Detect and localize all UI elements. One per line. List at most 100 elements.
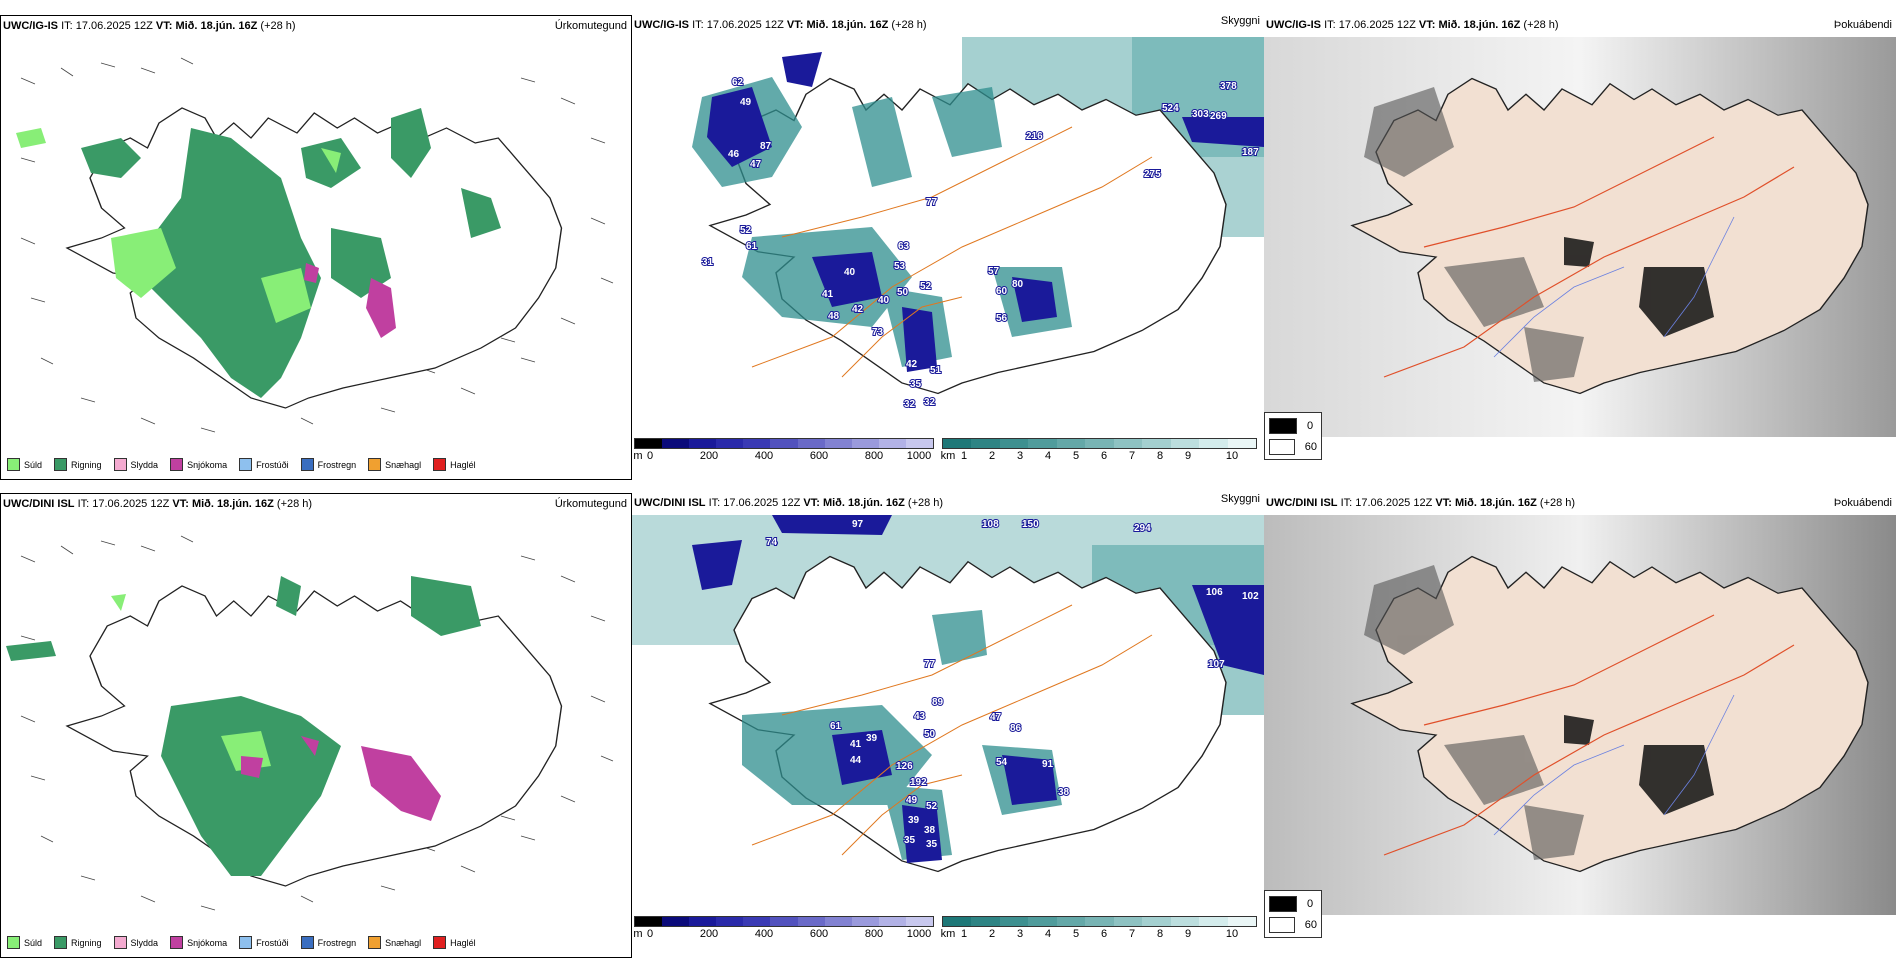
cbar-tick: 10: [1225, 450, 1239, 462]
visibility-map: 62 49 87 47 46 52 61 31 40 41 53 50 52 4…: [692, 37, 1264, 411]
legend-item: Frostregn: [300, 458, 356, 471]
panel-title: Skyggni: [1220, 15, 1260, 27]
cbar-unit: km: [940, 928, 956, 940]
ceiling-label: 87: [760, 141, 772, 152]
panel-header: UWC/IG-IS IT: 17.06.2025 12Z VT: Mið. 18…: [3, 20, 296, 32]
wind-barbs: [20, 535, 614, 911]
fog-legend-value: 0: [1307, 898, 1314, 910]
ceiling-label: 56: [996, 313, 1008, 324]
cbar-tick: 0: [646, 450, 654, 462]
ceiling-label: 51: [930, 365, 942, 376]
ceiling-label: 40: [844, 267, 856, 278]
ceiling-label: 102: [1242, 591, 1259, 602]
ceiling-label: 192: [910, 777, 927, 788]
panel-header: UWC/IG-IS IT: 17.06.2025 12Z VT: Mið. 18…: [634, 19, 927, 31]
ceiling-label: 61: [830, 721, 842, 732]
ceiling-label: 42: [906, 359, 918, 370]
cbar-tick: 1: [960, 928, 968, 940]
fog-index-map: [1264, 37, 1896, 437]
fog-legend: 0 60: [1264, 412, 1322, 460]
legend-item: Slydda: [113, 936, 158, 949]
ceiling-label: 54: [996, 757, 1008, 768]
precip-legend: Súld Rigning Slydda Snjókoma Frostúði Fr…: [7, 458, 476, 471]
ceiling-label: 97: [852, 519, 864, 530]
ceiling-label: 47: [750, 159, 762, 170]
panel-fog-index-row2: UWC/DINI ISL IT: 17.06.2025 12Z VT: Mið.…: [1264, 493, 1896, 958]
visibility-map: 97 108 150 294 74 106 102 107 77 89 61 3…: [632, 515, 1264, 873]
legend-item: Haglél: [433, 458, 476, 471]
precip-type-map: [6, 535, 614, 911]
ceiling-label: 63: [898, 241, 910, 252]
ceiling-label: 187: [1242, 147, 1259, 158]
cbar-tick: 200: [699, 450, 719, 462]
ceiling-label: 77: [926, 197, 938, 208]
visibility-colorbar: km 1 2 3 4 5 6 7 8 9 10: [940, 916, 1257, 941]
ceiling-label: 61: [746, 241, 758, 252]
ceiling-label: 126: [896, 761, 913, 772]
cbar-tick: 200: [699, 928, 719, 940]
ceiling-label: 42: [852, 304, 864, 315]
ceiling-label: 49: [740, 97, 752, 108]
cbar-unit: km: [940, 450, 956, 462]
legend-item: Rigning: [54, 458, 102, 471]
ceiling-label: 216: [1026, 131, 1043, 142]
panel-visibility-row2: UWC/DINI ISL IT: 17.06.2025 12Z VT: Mið.…: [632, 493, 1264, 958]
ceiling-label: 89: [932, 697, 944, 708]
ceiling-label: 57: [988, 266, 1000, 277]
legend-item: Snæhagl: [368, 936, 421, 949]
panel-title: Þokuábendi: [1833, 497, 1892, 509]
legend-item: Snæhagl: [368, 458, 421, 471]
ceiling-label: 60: [996, 286, 1008, 297]
ceiling-label: 524: [1162, 103, 1179, 114]
cbar-tick: 1: [960, 450, 968, 462]
cbar-tick: 5: [1072, 450, 1080, 462]
cbar-tick: 3: [1016, 928, 1024, 940]
ceiling-label: 50: [897, 287, 909, 298]
ceiling-label: 86: [1010, 723, 1022, 734]
ceiling-label: 150: [1022, 519, 1039, 530]
cbar-tick: 0: [646, 928, 654, 940]
cbar-tick: 3: [1016, 450, 1024, 462]
cbar-tick: 5: [1072, 928, 1080, 940]
ceiling-strip: [634, 916, 934, 927]
ceiling-strip: [634, 438, 934, 449]
cbar-tick: 7: [1128, 450, 1136, 462]
ceiling-label: 41: [822, 289, 834, 300]
fog-legend-value: 0: [1307, 420, 1314, 432]
ceiling-label: 106: [1206, 587, 1223, 598]
snow-areas: [241, 736, 441, 821]
legend-item: Frostregn: [300, 936, 356, 949]
fog-shading: [1364, 565, 1584, 860]
panel-visibility-row1: UWC/IG-IS IT: 17.06.2025 12Z VT: Mið. 18…: [632, 15, 1264, 480]
ceiling-label: 275: [1144, 169, 1161, 180]
legend-item: Haglél: [433, 936, 476, 949]
cbar-tick: 600: [809, 450, 829, 462]
panel-precip-type-row1: UWC/IG-IS IT: 17.06.2025 12Z VT: Mið. 18…: [0, 15, 632, 480]
ceiling-label: 38: [1058, 787, 1070, 798]
ceiling-label: 74: [766, 537, 778, 548]
panel-header: UWC/DINI ISL IT: 17.06.2025 12Z VT: Mið.…: [634, 497, 944, 509]
ceiling-label: 31: [702, 257, 714, 268]
fog-legend: 0 60: [1264, 890, 1322, 938]
legend-item: Súld: [7, 936, 42, 949]
cbar-tick: 400: [754, 928, 774, 940]
ceiling-label: 107: [1208, 659, 1225, 670]
ceiling-label: 91: [1042, 759, 1054, 770]
panel-header: UWC/IG-IS IT: 17.06.2025 12Z VT: Mið. 18…: [1266, 19, 1559, 31]
low-ceiling-areas: [692, 515, 1264, 863]
ceiling-label: 39: [908, 815, 920, 826]
cbar-tick: 9: [1184, 450, 1192, 462]
cbar-tick: 1000: [906, 928, 932, 940]
ceiling-label: 52: [920, 281, 932, 292]
precip-type-map: [16, 57, 614, 433]
ceiling-colorbar: m 0 200 400 600 800 1000: [633, 438, 934, 463]
ceiling-label: 44: [850, 755, 862, 766]
dense-fog: [1564, 715, 1714, 815]
ceiling-label: 80: [1012, 279, 1024, 290]
ceiling-label: 378: [1220, 81, 1237, 92]
cbar-tick: 2: [988, 928, 996, 940]
ceiling-label: 35: [904, 835, 916, 846]
cbar-tick: 4: [1044, 450, 1052, 462]
legend-item: Rigning: [54, 936, 102, 949]
cbar-tick: 6: [1100, 928, 1108, 940]
